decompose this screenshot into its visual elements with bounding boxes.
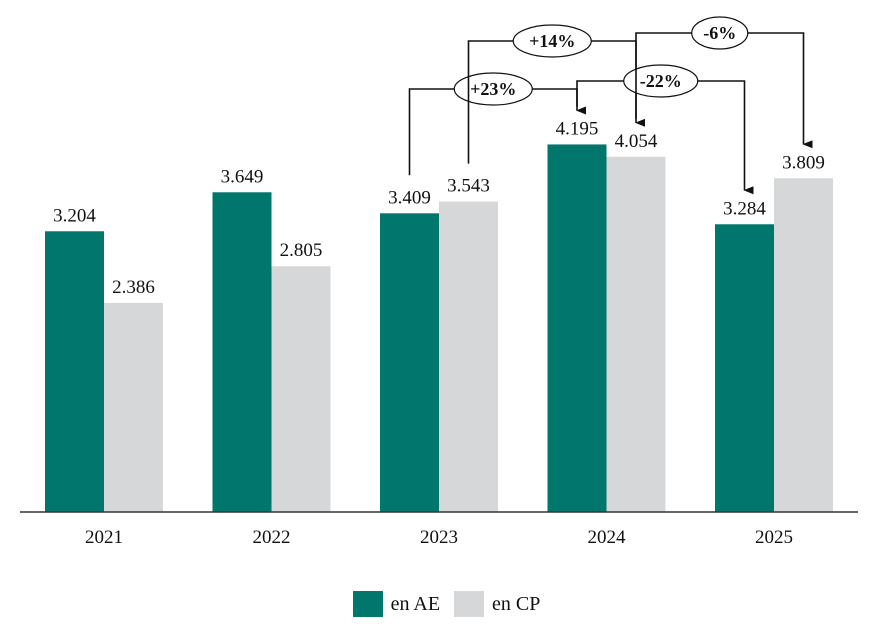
value-label-2021-ae: 3.204 bbox=[53, 205, 96, 226]
value-label-2023-cp: 3.543 bbox=[447, 176, 490, 197]
annotation-oval-3 bbox=[691, 16, 749, 50]
legend-item-cp: en CP bbox=[454, 591, 540, 617]
value-label-2022-ae: 3.649 bbox=[221, 166, 264, 187]
legend-swatch-ae bbox=[352, 591, 383, 617]
annotation-label-1: +14% bbox=[529, 31, 575, 51]
x-tick-2024: 2024 bbox=[588, 527, 627, 548]
legend-item-ae: en AE bbox=[352, 591, 441, 617]
bar-2024-cp bbox=[606, 156, 666, 513]
value-label-2025-cp: 3.809 bbox=[782, 152, 825, 173]
legend-label-cp: en CP bbox=[492, 592, 541, 615]
value-label-2021-cp: 2.386 bbox=[112, 277, 155, 298]
bar-2021-cp bbox=[104, 302, 163, 512]
x-tick-2022: 2022 bbox=[253, 527, 291, 548]
legend-label-ae: en AE bbox=[390, 592, 441, 615]
bar-2021-ae bbox=[45, 231, 104, 513]
annotation-oval-2 bbox=[623, 64, 699, 98]
x-tick-2023: 2023 bbox=[420, 527, 458, 548]
annotation-oval-0 bbox=[453, 72, 533, 106]
annotation-label-0: +23% bbox=[470, 79, 516, 99]
bar-2022-cp bbox=[271, 266, 331, 512]
bar-2023-ae bbox=[380, 213, 439, 512]
bar-2024-ae bbox=[547, 144, 607, 512]
value-label-2024-cp: 4.054 bbox=[615, 131, 658, 152]
legend-swatch-cp bbox=[454, 591, 485, 617]
bar-2022-ae bbox=[212, 192, 272, 513]
x-tick-2025: 2025 bbox=[755, 527, 793, 548]
bar-2025-ae bbox=[715, 224, 774, 513]
value-label-2023-ae: 3.409 bbox=[388, 187, 431, 208]
annotation-label-3: -6% bbox=[703, 23, 736, 43]
value-label-2025-ae: 3.284 bbox=[723, 198, 766, 219]
annotation-oval-1 bbox=[512, 24, 592, 58]
bar-2023-cp bbox=[439, 201, 498, 512]
value-label-2022-cp: 2.805 bbox=[280, 240, 323, 261]
legend: en AE en CP bbox=[0, 590, 893, 618]
bar-2025-cp bbox=[774, 178, 833, 513]
value-label-2024-ae: 4.195 bbox=[556, 118, 599, 139]
x-tick-2021: 2021 bbox=[85, 527, 123, 548]
annotation-label-2: -22% bbox=[640, 71, 682, 91]
